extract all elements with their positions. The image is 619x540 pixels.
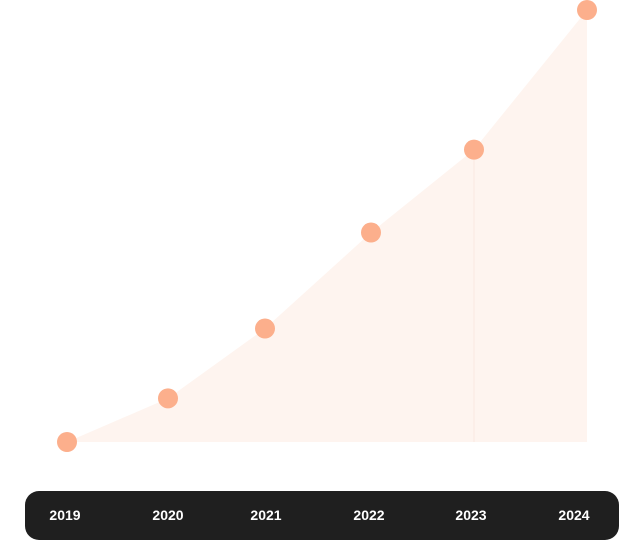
area-fill bbox=[67, 10, 587, 442]
data-point-2024 bbox=[577, 0, 597, 20]
x-tick-label-2023: 2023 bbox=[455, 507, 487, 523]
x-tick-label-2020: 2020 bbox=[152, 507, 184, 523]
x-tick-label-2019: 2019 bbox=[49, 507, 81, 523]
data-points bbox=[57, 0, 597, 452]
area-fill-group bbox=[67, 10, 587, 442]
x-tick-label-2024: 2024 bbox=[558, 507, 590, 523]
data-point-2020 bbox=[158, 388, 178, 409]
x-tick-label-2021: 2021 bbox=[250, 507, 282, 523]
x-tick-label-2022: 2022 bbox=[353, 507, 385, 523]
data-point-2021 bbox=[255, 318, 275, 339]
x-axis-band: 2019 2020 2021 2022 2023 2024 bbox=[25, 491, 619, 540]
data-point-2022 bbox=[361, 222, 381, 243]
data-point-2023 bbox=[464, 139, 484, 160]
data-point-2019 bbox=[57, 432, 77, 452]
